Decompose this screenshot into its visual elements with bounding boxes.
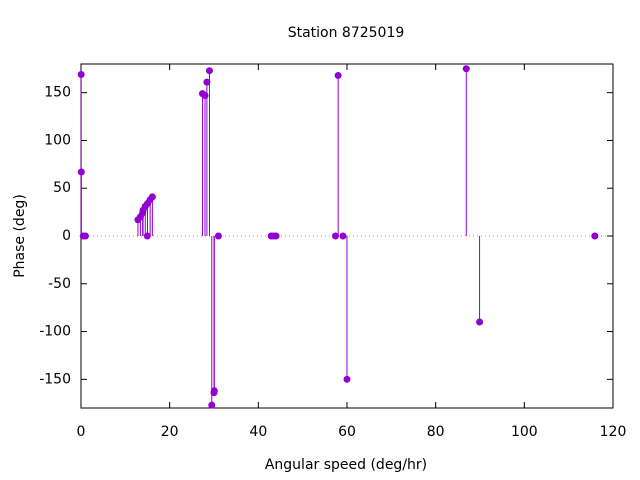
point: [272, 232, 280, 240]
point: [476, 318, 484, 326]
point: [339, 232, 347, 240]
point: [148, 193, 156, 201]
y-tick-label: -150: [39, 371, 71, 387]
x-tick-label: 80: [427, 424, 445, 440]
y-tick-label: -100: [39, 324, 71, 340]
point: [81, 232, 89, 240]
y-tick-label: 0: [62, 228, 71, 244]
point: [462, 65, 470, 73]
point: [208, 401, 216, 409]
x-tick-label: 120: [600, 424, 627, 440]
x-tick-label: 40: [249, 424, 267, 440]
y-tick-label: -50: [48, 276, 71, 292]
point: [203, 78, 211, 86]
y-axis-label: Phase (deg): [12, 194, 28, 278]
y-tick-label: 150: [44, 85, 71, 101]
x-axis-label: Angular speed (deg/hr): [265, 457, 427, 473]
x-tick-label: 100: [511, 424, 538, 440]
point: [591, 232, 599, 240]
point: [331, 232, 339, 240]
point: [77, 168, 85, 176]
point: [201, 92, 209, 100]
x-tick-label: 60: [338, 424, 356, 440]
chart-title: Station 8725019: [288, 25, 405, 41]
point: [77, 71, 85, 79]
point: [210, 387, 218, 395]
y-tick-label: 50: [53, 180, 71, 196]
x-tick-label: 0: [77, 424, 86, 440]
y-tick-label: 100: [44, 132, 71, 148]
point: [214, 232, 222, 240]
point: [334, 71, 342, 79]
x-tick-label: 20: [161, 424, 179, 440]
point: [343, 375, 351, 383]
point: [205, 67, 213, 75]
